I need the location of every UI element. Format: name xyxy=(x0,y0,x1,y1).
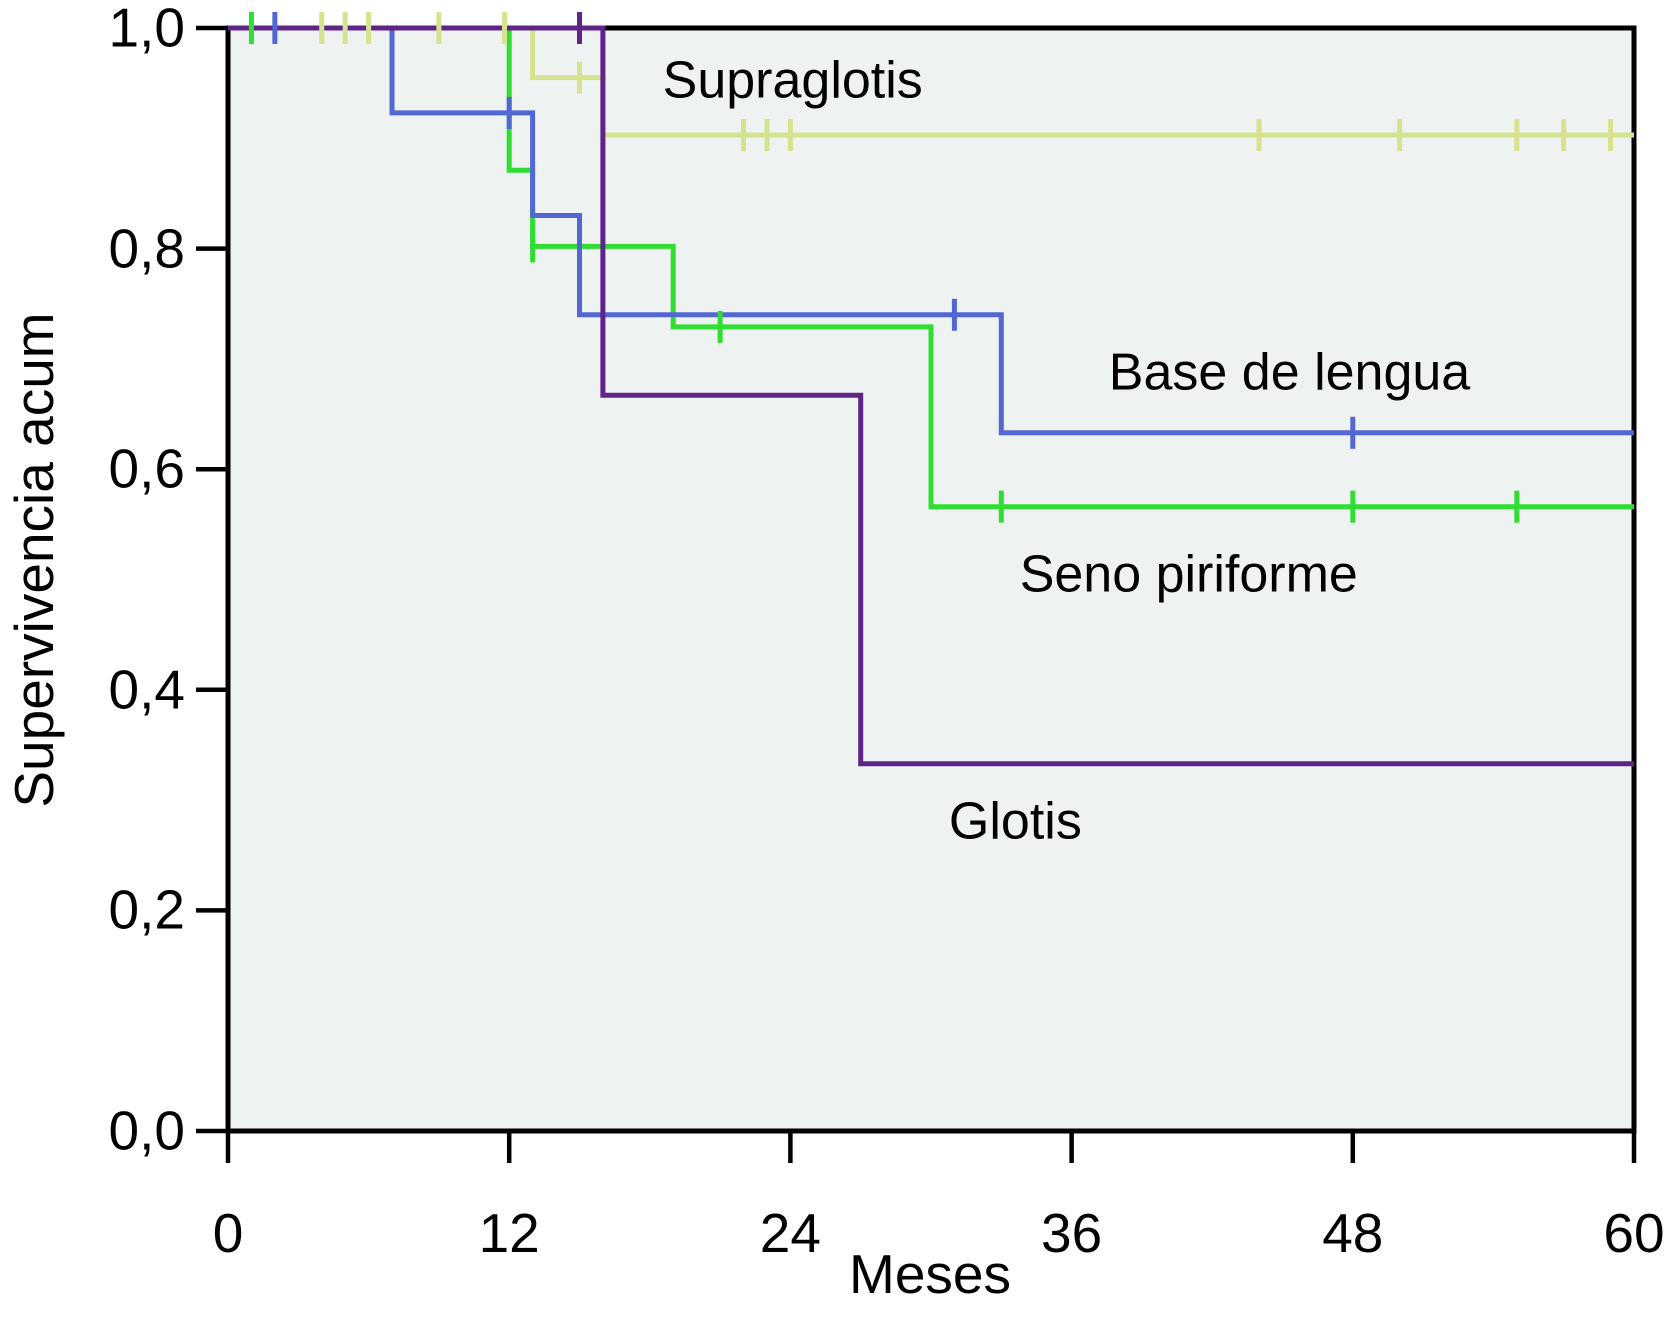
y-tick-label: 0,2 xyxy=(108,878,185,941)
y-tick-label: 0,6 xyxy=(108,437,185,500)
curve-label-supraglotis: Supraglotis xyxy=(662,51,923,110)
survival-curve-base-de-lengua xyxy=(228,25,1634,436)
y-axis-title: Supervivencia acum xyxy=(3,312,65,808)
y-tick-label: 0,4 xyxy=(108,658,185,721)
curve-label-base-de-lengua: Base de lengua xyxy=(1108,343,1471,402)
x-tick-label: 12 xyxy=(478,1202,540,1264)
curve-label-seno-piriforme: Seno piriforme xyxy=(1019,545,1358,604)
plot-area-background xyxy=(228,28,1634,1131)
plot-frame xyxy=(225,25,1637,1134)
x-tick-label: 36 xyxy=(1041,1202,1103,1264)
x-tick-label: 0 xyxy=(212,1202,244,1264)
x-tick-label: 60 xyxy=(1603,1202,1665,1264)
y-tick-label: 1,0 xyxy=(108,0,185,59)
y-tick-label: 0,0 xyxy=(108,1099,185,1162)
curve-label-glotis: Glotis xyxy=(948,792,1082,851)
x-tick-label: 24 xyxy=(759,1202,821,1264)
x-tick-label: 48 xyxy=(1322,1202,1384,1264)
survival-curve-glotis xyxy=(228,25,1634,767)
x-axis-title: Meses xyxy=(849,1243,1011,1305)
y-tick-label: 0,8 xyxy=(108,217,185,280)
